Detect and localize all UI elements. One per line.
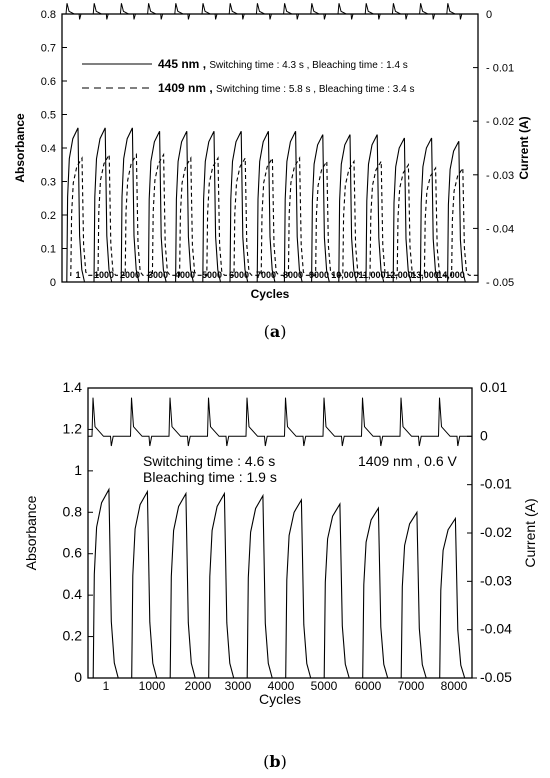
plot-frame-b	[87, 387, 473, 679]
series-line-a-1	[70, 152, 478, 276]
y-tick-label-a-5: 0.5	[41, 110, 56, 122]
x-tick-label-a-13: 13,000	[411, 270, 439, 280]
caption-b-letter: b	[269, 752, 281, 771]
x-tick-label-a-8: 8000	[283, 270, 303, 280]
y2-tick-label-b-1: 0	[480, 427, 488, 443]
y-tick-label-a-3: 0.3	[41, 177, 56, 189]
y-tick-label-b-3: 0.6	[63, 545, 83, 561]
panel-a: 0 0.1 0.2 0.3 0.4 0.5 0.6 0.7 0.8 0 - 0.01 - 0.02 -…	[13, 3, 531, 301]
y2-axis-label-a: Current (A)	[517, 116, 531, 179]
current-trace-a	[62, 3, 478, 20]
y2-tick-label-b-6: -0.05	[480, 669, 512, 685]
y-axis-label-b: Absorbance	[23, 495, 39, 570]
x-tick-label-a-7: 7000	[256, 270, 276, 280]
annotation-wavelength-b: 1409 nm , 0.6 V	[358, 453, 458, 469]
y-tick-label-a-7: 0.7	[41, 43, 56, 55]
current-trace-b	[88, 397, 472, 447]
x-tick-label-a-2: 2000	[120, 270, 140, 280]
y2-tick-label-b-0: 0.01	[480, 379, 507, 395]
legend-times-1: Switching time : 5.8 s , Bleaching time …	[216, 84, 414, 95]
x-tick-label-a-3: 3000	[148, 270, 168, 280]
caption-a: (a)	[0, 322, 550, 341]
y-tick-label-a-8: 0.8	[41, 9, 56, 21]
y-axis-label-a: Absorbance	[13, 113, 27, 183]
x-tick-label-a-4: 4000	[175, 270, 195, 280]
x-tick-label-a-11: 11,000	[358, 270, 385, 280]
caption-a-close: )	[280, 322, 287, 341]
y-tick-label-b-5: 1	[74, 462, 82, 478]
caption-b-open: (	[263, 752, 270, 771]
x-tick-label-b-5: 5000	[311, 679, 338, 693]
y-tick-label-b-1: 0.2	[63, 628, 83, 644]
panel-b: 0 0.2 0.4 0.6 0.8 1 1.2 1.4 0.01 0 -0.01 -0.02 -0.0…	[23, 379, 538, 707]
x-tick-label-b-3: 3000	[225, 679, 252, 693]
y2-axis-label-b: Current (A)	[522, 498, 538, 567]
y-tick-label-a-0: 0	[50, 277, 56, 289]
y-tick-label-b-4: 0.8	[63, 503, 83, 519]
annotation-switching-b: Switching time : 4.6 s	[143, 453, 275, 469]
y2-tick-label-a-4: - 0.04	[486, 223, 514, 235]
x-tick-label-b-0: 1	[103, 679, 110, 693]
legend-label-0: 445 nm , Switching time : 4.3 s , Bleach…	[158, 57, 408, 71]
x-tick-label-b-6: 6000	[355, 679, 382, 693]
y2-tick-label-b-5: -0.04	[480, 621, 512, 637]
y-tick-label-a-1: 0.1	[41, 244, 56, 256]
x-tick-label-b-2: 2000	[185, 679, 212, 693]
x-tick-label-a-9: 9000	[309, 270, 329, 280]
annotation-bleaching-b: Bleaching time : 1.9 s	[143, 469, 277, 485]
caption-b: (b)	[0, 752, 550, 771]
x-axis-label-a: Cycles	[251, 287, 290, 301]
y2-tick-label-a-3: - 0.03	[486, 170, 514, 182]
y-tick-label-a-2: 0.2	[41, 210, 56, 222]
y-tick-label-b-0: 0	[74, 669, 82, 685]
y2-tick-label-a-2: - 0.02	[486, 116, 514, 128]
x-tick-label-a-1: 1000	[94, 270, 114, 280]
legend-label-1: 1409 nm , Switching time : 5.8 s , Bleac…	[158, 81, 414, 95]
legend-wavelength-1: 1409 nm ,	[158, 81, 216, 95]
y2-tick-label-a-1: - 0.01	[486, 63, 514, 75]
x-tick-label-b-8: 8000	[441, 679, 468, 693]
y-tick-label-b-2: 0.4	[63, 586, 83, 602]
x-tick-label-b-1: 1000	[139, 679, 166, 693]
legend-times-0: Switching time : 4.3 s , Bleaching time …	[209, 60, 407, 71]
y2-tick-label-a-0: 0	[486, 9, 492, 21]
caption-a-letter: a	[269, 322, 281, 341]
x-tick-label-a-12: 12,000	[385, 270, 413, 280]
y-tick-label-b-7: 1.4	[63, 379, 83, 395]
y-tick-label-a-4: 0.4	[41, 143, 56, 155]
x-tick-label-b-4: 4000	[268, 679, 295, 693]
x-tick-label-a-10: 10,000	[331, 270, 359, 280]
y2-tick-label-a-5: - 0.05	[486, 277, 514, 289]
y-tick-label-b-6: 1.2	[63, 420, 83, 436]
x-tick-label-a-5: 5000	[202, 270, 222, 280]
series-line-b-0	[92, 487, 477, 679]
y-tick-label-a-6: 0.6	[41, 76, 56, 88]
legend-wavelength-0: 445 nm ,	[158, 57, 209, 71]
series-line-a-0	[66, 127, 474, 283]
caption-b-close: )	[280, 752, 287, 771]
x-tick-label-b-7: 7000	[398, 679, 425, 693]
x-tick-label-a-6: 6000	[229, 270, 249, 280]
y2-tick-label-b-2: -0.01	[480, 476, 512, 492]
y2-tick-label-b-4: -0.03	[480, 572, 512, 588]
y2-tick-label-b-3: -0.02	[480, 524, 512, 540]
x-tick-label-a-0: 1	[75, 270, 80, 280]
x-axis-label-b: Cycles	[259, 691, 301, 707]
caption-a-open: (	[263, 322, 270, 341]
